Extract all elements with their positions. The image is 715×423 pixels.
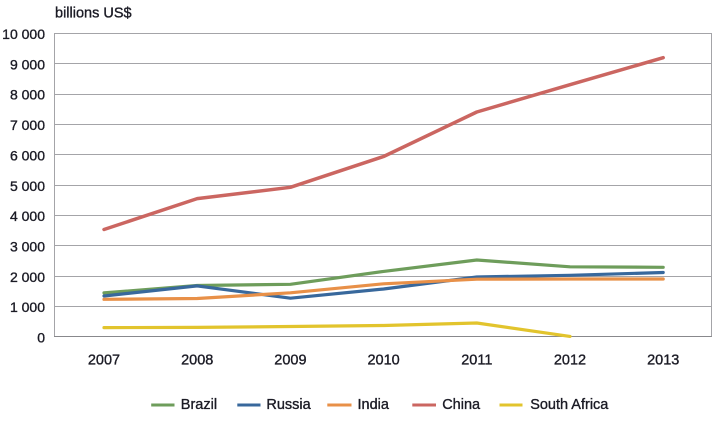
- svg-text:6 000: 6 000: [10, 147, 45, 163]
- svg-text:Brazil: Brazil: [181, 397, 217, 413]
- svg-text:2013: 2013: [647, 353, 679, 369]
- svg-text:9 000: 9 000: [10, 56, 45, 72]
- svg-text:10 000: 10 000: [2, 26, 45, 42]
- svg-text:2009: 2009: [274, 353, 306, 369]
- svg-text:3 000: 3 000: [10, 239, 45, 255]
- svg-text:8 000: 8 000: [10, 87, 45, 103]
- svg-text:2 000: 2 000: [10, 269, 45, 285]
- svg-text:China: China: [442, 397, 481, 413]
- svg-text:0: 0: [37, 330, 45, 346]
- svg-text:billions US$: billions US$: [55, 6, 132, 22]
- svg-text:2007: 2007: [88, 353, 120, 369]
- svg-text:India: India: [358, 397, 390, 413]
- svg-text:2011: 2011: [461, 353, 492, 369]
- svg-text:7 000: 7 000: [10, 117, 45, 133]
- svg-text:2008: 2008: [181, 353, 213, 369]
- svg-text:South Africa: South Africa: [530, 397, 609, 413]
- svg-text:2010: 2010: [367, 353, 399, 369]
- svg-text:1 000: 1 000: [10, 299, 45, 315]
- svg-text:2012: 2012: [554, 353, 586, 369]
- svg-text:Russia: Russia: [266, 397, 311, 413]
- svg-text:4 000: 4 000: [10, 208, 45, 224]
- svg-text:5 000: 5 000: [10, 178, 45, 194]
